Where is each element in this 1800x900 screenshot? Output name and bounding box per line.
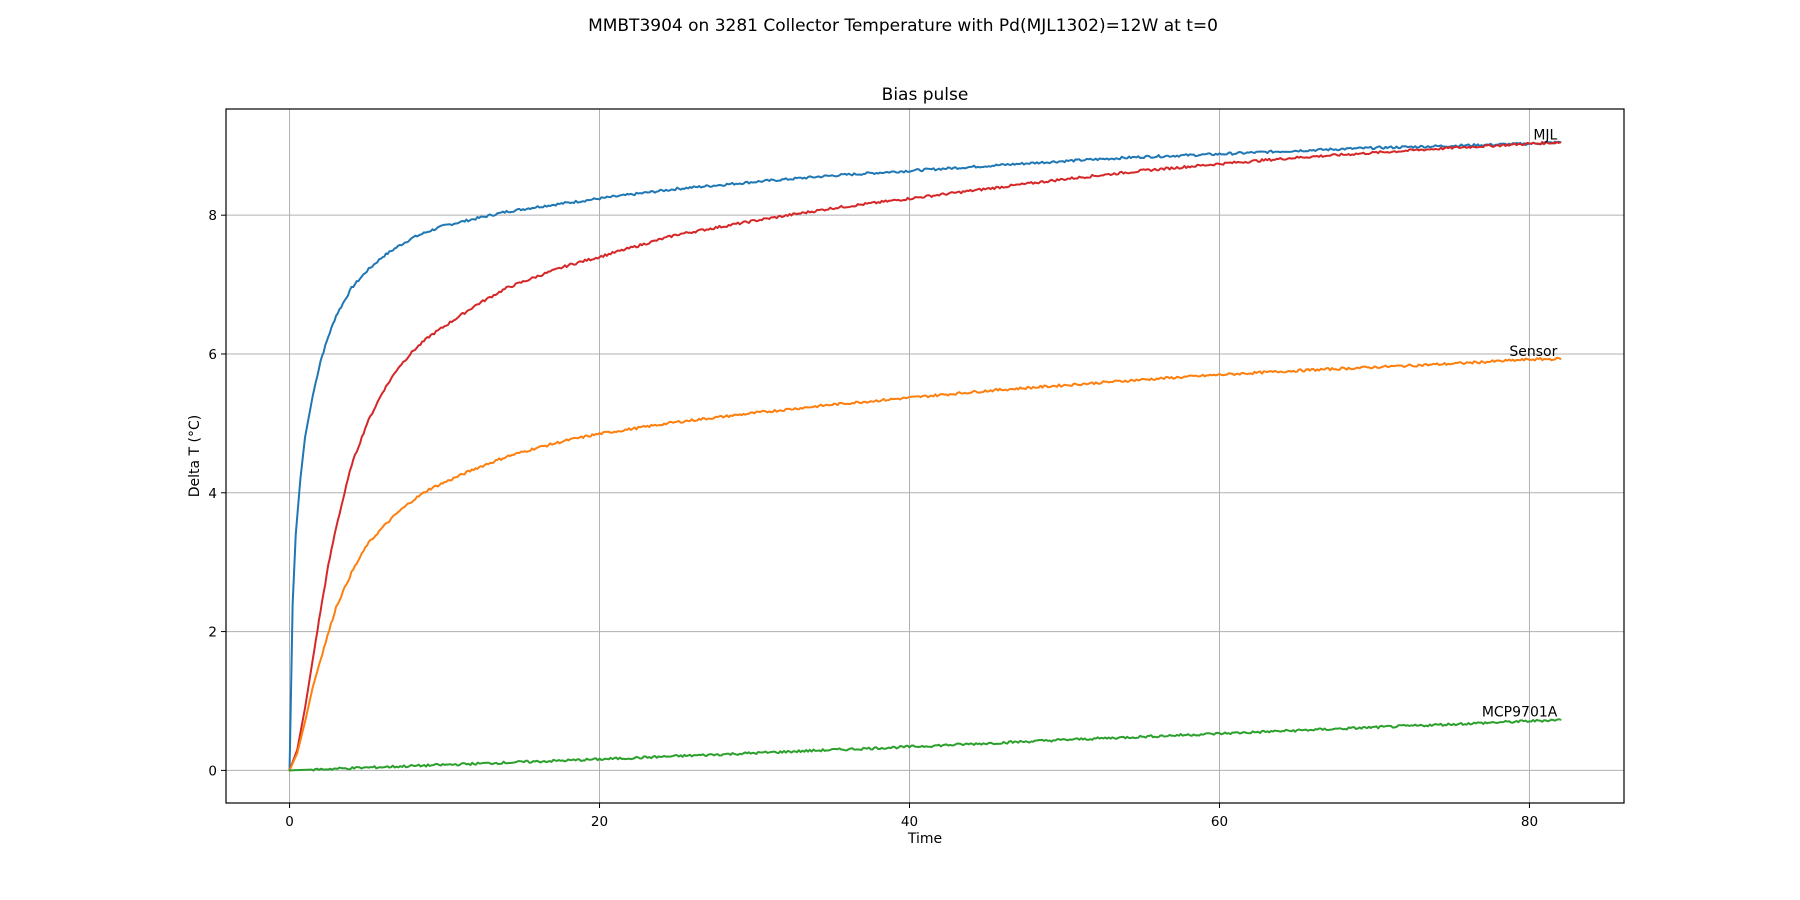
axis-ticks: 0 20 40 60 80 0 2 4 6 8 [208,208,1538,830]
y-axis-label: Delta T (°C) [187,415,203,498]
plot-frame [225,108,1625,804]
series-annotation: MCP9701A [1482,705,1558,721]
x-tick-label: 40 [901,814,918,830]
series-layer [288,140,1562,772]
x-tick-label: 60 [1211,814,1228,830]
y-tick-label: 2 [208,625,217,641]
series-annotation: Sensor [1509,344,1557,360]
y-tick-label: 0 [208,763,217,779]
x-tick-label: 0 [285,814,294,830]
y-tick-label: 8 [208,208,217,224]
y-tick-label: 4 [208,486,217,502]
figure-suptitle: MMBT3904 on 3281 Collector Temperature w… [588,16,1218,36]
series-line-0 [288,140,1562,772]
axes-title: Bias pulse [882,85,969,105]
x-tick-label: 80 [1521,814,1538,830]
x-tick-label: 20 [591,814,608,830]
series-annotation: MJL [1533,127,1557,143]
series-line-1 [288,140,1562,772]
y-tick-label: 6 [208,347,217,363]
grid [226,109,1624,803]
series-line-2 [288,356,1562,772]
series-line-3 [288,718,1562,772]
series-annotations: MJL Sensor MCP9701A [1482,127,1558,720]
x-axis-label: Time [907,831,942,847]
